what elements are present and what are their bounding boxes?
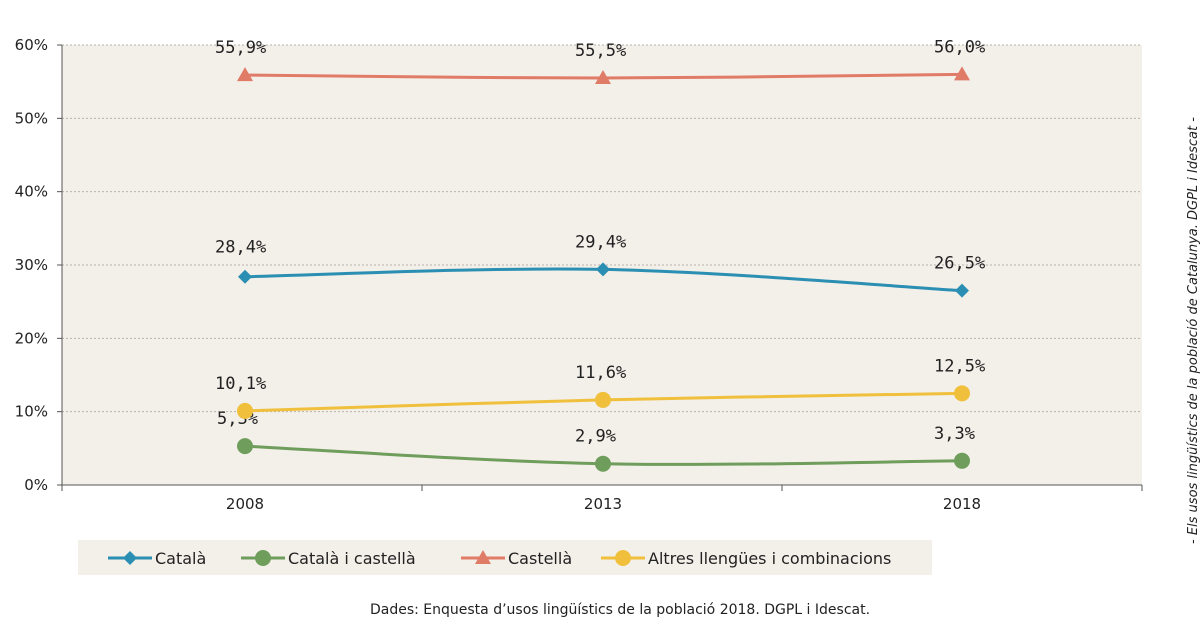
legend-item: Altres llengües i combinacions bbox=[601, 549, 891, 568]
legend-swatch-marker bbox=[475, 550, 491, 564]
data-point bbox=[595, 455, 611, 472]
y-axis-ticks: 0% 10% 20% 30% 40% 50% 60% bbox=[15, 36, 62, 494]
y-tick-label: 40% bbox=[15, 183, 48, 201]
data-point bbox=[237, 402, 253, 419]
x-tick-label: 2008 bbox=[226, 495, 264, 513]
y-tick-label: 10% bbox=[15, 403, 48, 421]
data-point bbox=[595, 70, 611, 84]
y-tick-label: 50% bbox=[15, 109, 48, 127]
x-axis-ticks: 2008 2013 2018 bbox=[61, 485, 1143, 513]
legend-label: Castellà bbox=[508, 549, 572, 568]
data-point bbox=[237, 67, 253, 82]
data-label: 2,9% bbox=[575, 427, 616, 447]
legend-item: Català bbox=[108, 549, 206, 568]
y-tick-label: 60% bbox=[15, 36, 48, 54]
series-castell-: 55,9% 55,5% 56,0% bbox=[215, 37, 985, 84]
data-label: 3,3% bbox=[934, 424, 975, 444]
series-group: 28,4% 29,4%26,5%5,3%2,9% 3,3%55,9% 55,5% 56,… bbox=[215, 37, 985, 472]
data-label: 12,5% bbox=[934, 356, 985, 376]
legend-swatch-marker bbox=[123, 551, 137, 565]
data-point bbox=[237, 438, 253, 455]
legend-item: Català i castellà bbox=[241, 549, 416, 568]
data-point bbox=[238, 269, 252, 284]
legend-swatch-marker bbox=[255, 550, 271, 566]
data-label: 28,4% bbox=[215, 238, 266, 258]
data-point bbox=[596, 262, 610, 277]
data-label: 55,5% bbox=[575, 41, 626, 61]
series-altres-lleng-es-i-combinacions: 10,1% 11,6% 12,5% bbox=[215, 356, 985, 419]
source-note: Dades: Enquesta d’usos lingüístics de la… bbox=[369, 602, 871, 618]
data-label: 26,5% bbox=[934, 254, 985, 274]
side-caption-text: - Els usos lingüístics de la població de… bbox=[1186, 117, 1200, 544]
x-tick-label: 2013 bbox=[584, 495, 622, 513]
legend-label: Català i castellà bbox=[288, 549, 416, 568]
x-tick-label: 2018 bbox=[943, 495, 981, 513]
legend: Català Català i castellà Castellà Altres ll… bbox=[78, 540, 932, 575]
legend-label: Altres llengües i combinacions bbox=[648, 549, 891, 568]
y-tick-label: 30% bbox=[15, 256, 48, 274]
data-point bbox=[595, 391, 611, 408]
data-point bbox=[954, 452, 970, 469]
legend-swatch-marker bbox=[615, 550, 631, 566]
side-caption: - Els usos lingüístics de la població de… bbox=[1172, 4, 1200, 544]
legend-label: Català bbox=[155, 549, 206, 568]
data-point bbox=[954, 66, 970, 81]
data-label: 56,0% bbox=[934, 37, 985, 57]
data-label: 55,9% bbox=[215, 38, 266, 58]
data-label: 10,1% bbox=[215, 374, 266, 394]
data-point bbox=[954, 385, 970, 402]
y-tick-label: 20% bbox=[15, 329, 48, 347]
data-label: 11,6% bbox=[575, 363, 626, 383]
y-tick-label: 0% bbox=[24, 476, 48, 494]
series-catal-: 28,4% 29,4% 26,5% bbox=[215, 232, 985, 298]
legend-item: Castellà bbox=[461, 549, 572, 568]
data-point bbox=[955, 283, 969, 298]
data-label: 29,4% bbox=[575, 232, 626, 252]
